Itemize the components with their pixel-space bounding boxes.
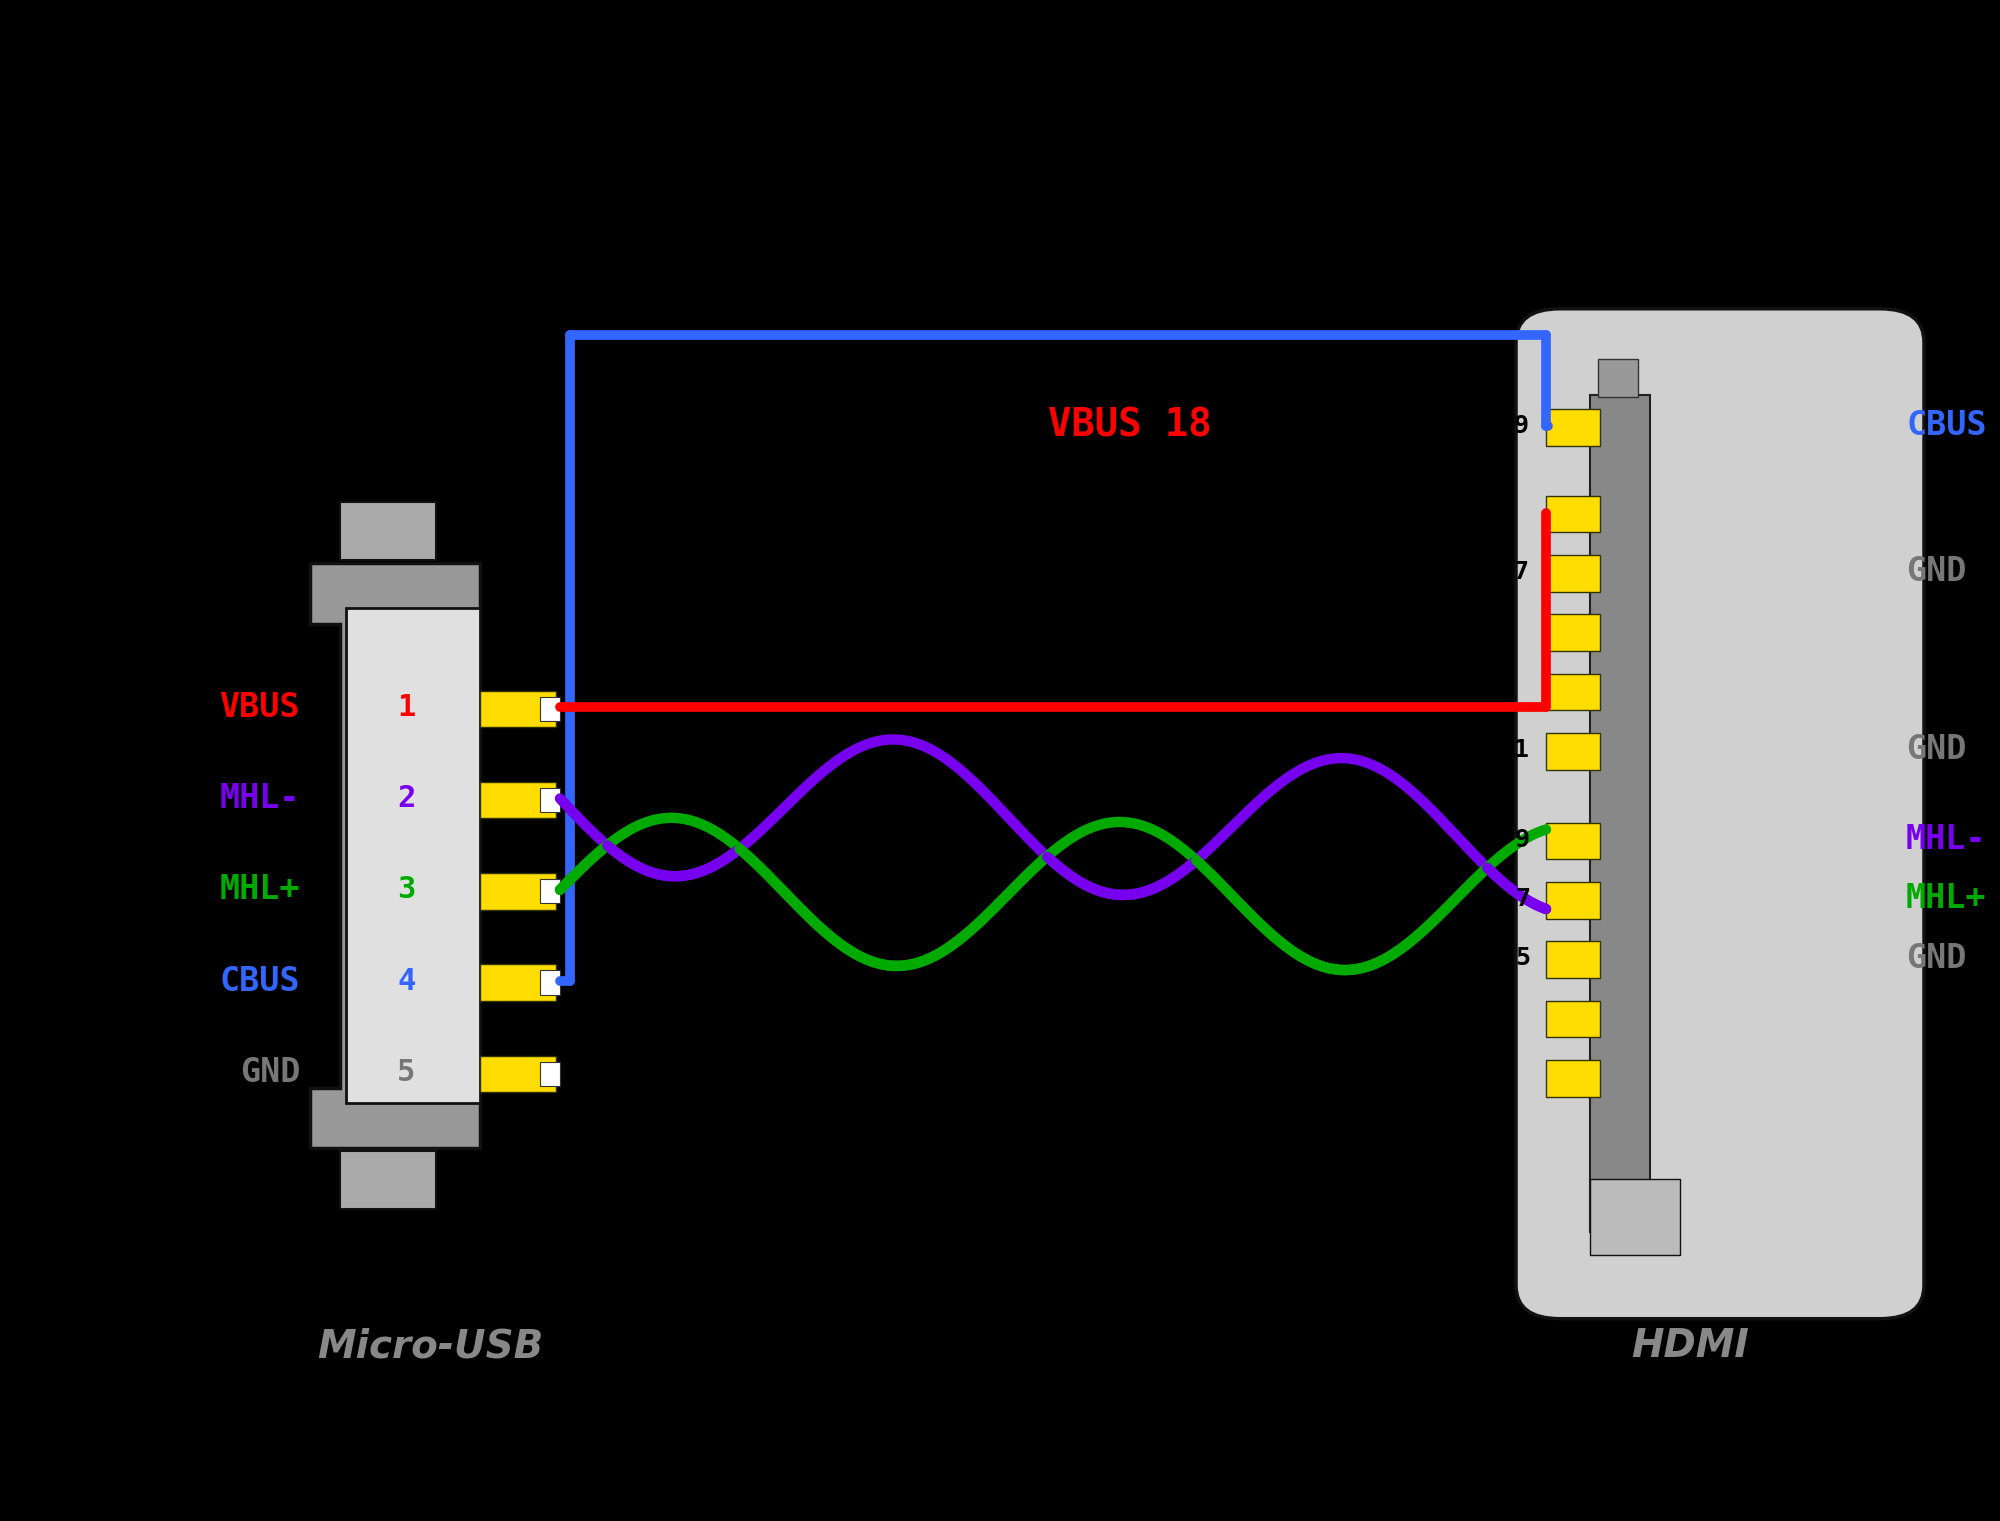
- Text: GND: GND: [1906, 733, 1966, 767]
- Text: 9: 9: [1516, 827, 1530, 852]
- Bar: [340, 1151, 436, 1209]
- Text: 5: 5: [398, 1057, 416, 1088]
- Bar: [346, 608, 480, 1103]
- Bar: [1590, 1179, 1680, 1255]
- Text: 1: 1: [398, 692, 416, 722]
- Bar: [1546, 941, 1600, 978]
- Bar: [1590, 395, 1650, 1232]
- Text: Micro-USB: Micro-USB: [316, 1328, 544, 1364]
- Bar: [480, 873, 556, 910]
- Text: 4: 4: [398, 966, 416, 996]
- Text: CBUS: CBUS: [1906, 409, 1986, 443]
- Text: 7: 7: [1516, 887, 1530, 911]
- Bar: [540, 697, 560, 721]
- Text: MHL-: MHL-: [1906, 823, 1986, 856]
- Bar: [1546, 555, 1600, 592]
- Text: VBUS: VBUS: [220, 691, 300, 724]
- Bar: [1546, 1060, 1600, 1097]
- Text: 19: 19: [1500, 414, 1530, 438]
- Text: MHL-: MHL-: [220, 782, 300, 815]
- Bar: [480, 691, 556, 727]
- Bar: [1546, 614, 1600, 651]
- Polygon shape: [310, 563, 480, 1148]
- Text: 2: 2: [398, 783, 416, 814]
- Bar: [1546, 823, 1600, 859]
- Text: MHL+: MHL+: [220, 873, 300, 907]
- Text: HDMI: HDMI: [1632, 1328, 1748, 1364]
- Text: GND: GND: [240, 1056, 300, 1089]
- Text: GND: GND: [1906, 555, 1966, 589]
- Bar: [1546, 496, 1600, 532]
- Bar: [1546, 733, 1600, 770]
- Text: VBUS 18: VBUS 18: [1048, 408, 1212, 444]
- Text: 5: 5: [1516, 946, 1530, 970]
- FancyBboxPatch shape: [1516, 309, 1924, 1319]
- Text: 3: 3: [398, 875, 416, 905]
- Bar: [540, 970, 560, 995]
- Bar: [480, 964, 556, 1001]
- Bar: [340, 502, 436, 560]
- Bar: [480, 782, 556, 818]
- Text: MHL+: MHL+: [1906, 882, 1986, 916]
- Bar: [480, 1056, 556, 1092]
- Text: 11: 11: [1500, 738, 1530, 762]
- Bar: [1598, 359, 1638, 397]
- Text: CBUS: CBUS: [220, 964, 300, 998]
- Bar: [1546, 409, 1600, 446]
- Bar: [540, 788, 560, 812]
- Text: GND: GND: [1906, 941, 1966, 975]
- Bar: [1546, 674, 1600, 710]
- Bar: [540, 1062, 560, 1086]
- Text: 17: 17: [1500, 560, 1530, 584]
- Bar: [1546, 882, 1600, 919]
- Bar: [540, 879, 560, 903]
- Bar: [1546, 1001, 1600, 1037]
